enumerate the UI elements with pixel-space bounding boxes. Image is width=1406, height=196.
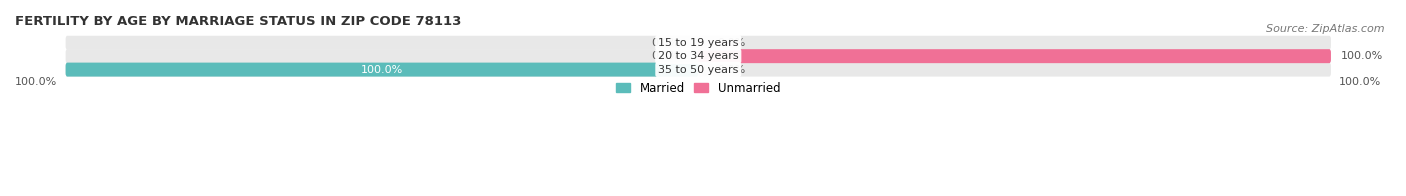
Text: 0.0%: 0.0% — [717, 38, 745, 48]
FancyBboxPatch shape — [699, 63, 1331, 77]
Text: 0.0%: 0.0% — [717, 65, 745, 75]
Text: 0.0%: 0.0% — [651, 38, 679, 48]
FancyBboxPatch shape — [66, 49, 699, 63]
Text: FERTILITY BY AGE BY MARRIAGE STATUS IN ZIP CODE 78113: FERTILITY BY AGE BY MARRIAGE STATUS IN Z… — [15, 15, 461, 28]
FancyBboxPatch shape — [66, 63, 699, 77]
Text: 100.0%: 100.0% — [15, 77, 58, 87]
Text: 100.0%: 100.0% — [1340, 51, 1382, 61]
Text: 35 to 50 years: 35 to 50 years — [658, 65, 738, 75]
Text: 20 to 34 years: 20 to 34 years — [658, 51, 738, 61]
FancyBboxPatch shape — [66, 63, 699, 77]
FancyBboxPatch shape — [699, 36, 1331, 50]
FancyBboxPatch shape — [66, 36, 699, 50]
FancyBboxPatch shape — [699, 49, 1331, 63]
Text: 100.0%: 100.0% — [1340, 77, 1382, 87]
Text: Source: ZipAtlas.com: Source: ZipAtlas.com — [1267, 24, 1385, 34]
Legend: Married, Unmarried: Married, Unmarried — [612, 77, 786, 99]
Text: 15 to 19 years: 15 to 19 years — [658, 38, 738, 48]
Text: 100.0%: 100.0% — [361, 65, 404, 75]
Text: 0.0%: 0.0% — [651, 51, 679, 61]
FancyBboxPatch shape — [699, 49, 1331, 63]
